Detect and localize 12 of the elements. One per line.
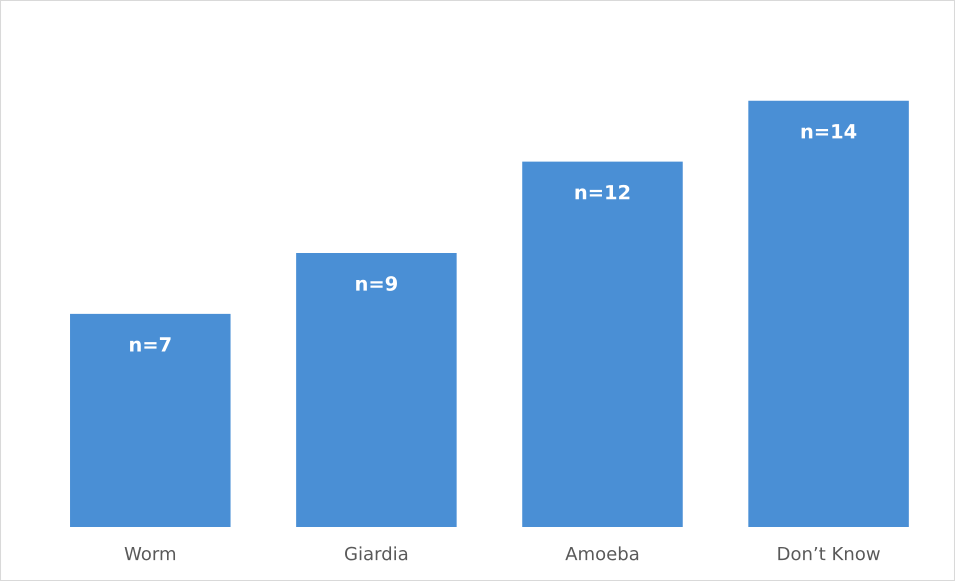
x-tick-label: Amoeba — [565, 546, 638, 560]
data-label: n=12 — [576, 184, 630, 200]
x-tick-label: Worm — [124, 546, 176, 560]
bar — [748, 100, 909, 527]
x-tick-label: Don’t Know — [778, 546, 880, 560]
bar — [296, 252, 457, 527]
data-label: n=14 — [802, 124, 856, 138]
x-tick-label: Giardia — [345, 546, 408, 560]
bar — [70, 314, 231, 527]
data-label: n=7 — [130, 337, 171, 352]
bar — [522, 162, 683, 527]
data-label: n=9 — [356, 276, 397, 291]
